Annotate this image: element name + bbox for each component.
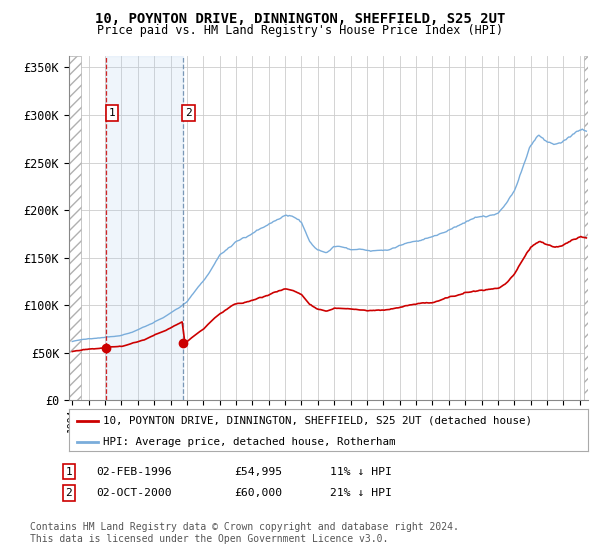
10, POYNTON DRIVE, DINNINGTON, SHEFFIELD, S25 2UT (detached house) — [559, 242, 566, 249]
HPI: Average price, detached house, Rotherham: (2.01e+03, 1.58e+05): Average price, detached house, Rotherham… — [352, 246, 359, 253]
HPI: Average price, detached house, Rotherham: (2.02e+03, 1.87e+05): Average price, detached house, Rotherham… — [462, 219, 469, 226]
Text: Price paid vs. HM Land Registry's House Price Index (HPI): Price paid vs. HM Land Registry's House … — [97, 24, 503, 36]
HPI: Average price, detached house, Rotherham: (2.02e+03, 1.82e+05): Average price, detached house, Rotherham… — [450, 224, 457, 231]
HPI: Average price, detached house, Rotherham: (2e+03, 8.77e+04): Average price, detached house, Rotherham… — [161, 314, 168, 320]
Bar — [106, 56, 183, 400]
HPI: Average price, detached house, Rotherham: (2.01e+03, 1.87e+05): Average price, detached house, Rotherham… — [298, 219, 305, 226]
10, POYNTON DRIVE, DINNINGTON, SHEFFIELD, S25 2UT (detached house) — [68, 348, 76, 355]
10, POYNTON DRIVE, DINNINGTON, SHEFFIELD, S25 2UT (detached house) — [274, 288, 281, 295]
Text: Contains HM Land Registry data © Crown copyright and database right 2024.
This d: Contains HM Land Registry data © Crown c… — [30, 522, 459, 544]
Text: 10, POYNTON DRIVE, DINNINGTON, SHEFFIELD, S25 2UT: 10, POYNTON DRIVE, DINNINGTON, SHEFFIELD… — [95, 12, 505, 26]
Text: 02-FEB-1996: 02-FEB-1996 — [96, 466, 172, 477]
Text: 2: 2 — [65, 488, 73, 498]
HPI: Average price, detached house, Rotherham: (2.01e+03, 1.58e+05): Average price, detached house, Rotherham… — [374, 247, 381, 254]
HPI: Average price, detached house, Rotherham: (2.03e+03, 2.85e+05): Average price, detached house, Rotherham… — [578, 126, 586, 133]
HPI: Average price, detached house, Rotherham: (1.99e+03, 6.19e+04): Average price, detached house, Rotherham… — [68, 338, 76, 345]
Text: 10, POYNTON DRIVE, DINNINGTON, SHEFFIELD, S25 2UT (detached house): 10, POYNTON DRIVE, DINNINGTON, SHEFFIELD… — [103, 416, 532, 426]
Text: 11% ↓ HPI: 11% ↓ HPI — [330, 466, 392, 477]
Line: HPI: Average price, detached house, Rotherham: HPI: Average price, detached house, Roth… — [72, 129, 586, 342]
Bar — [584, 56, 593, 400]
10, POYNTON DRIVE, DINNINGTON, SHEFFIELD, S25 2UT (detached house) — [564, 240, 571, 246]
Text: 02-OCT-2000: 02-OCT-2000 — [96, 488, 172, 498]
Text: 21% ↓ HPI: 21% ↓ HPI — [330, 488, 392, 498]
10, POYNTON DRIVE, DINNINGTON, SHEFFIELD, S25 2UT (detached house) — [353, 306, 361, 313]
Text: 2: 2 — [185, 108, 192, 118]
10, POYNTON DRIVE, DINNINGTON, SHEFFIELD, S25 2UT (detached house) — [388, 306, 395, 312]
10, POYNTON DRIVE, DINNINGTON, SHEFFIELD, S25 2UT (detached house) — [85, 346, 92, 352]
10, POYNTON DRIVE, DINNINGTON, SHEFFIELD, S25 2UT (detached house) — [577, 233, 584, 240]
Text: £60,000: £60,000 — [234, 488, 282, 498]
Bar — [61, 56, 81, 400]
Line: 10, POYNTON DRIVE, DINNINGTON, SHEFFIELD, S25 2UT (detached house): 10, POYNTON DRIVE, DINNINGTON, SHEFFIELD… — [72, 236, 586, 352]
Text: £54,995: £54,995 — [234, 466, 282, 477]
Text: 1: 1 — [65, 466, 73, 477]
10, POYNTON DRIVE, DINNINGTON, SHEFFIELD, S25 2UT (detached house) — [583, 235, 590, 241]
HPI: Average price, detached house, Rotherham: (2.03e+03, 2.83e+05): Average price, detached house, Rotherham… — [583, 128, 590, 134]
Text: 1: 1 — [109, 108, 116, 118]
Text: HPI: Average price, detached house, Rotherham: HPI: Average price, detached house, Roth… — [103, 437, 395, 446]
